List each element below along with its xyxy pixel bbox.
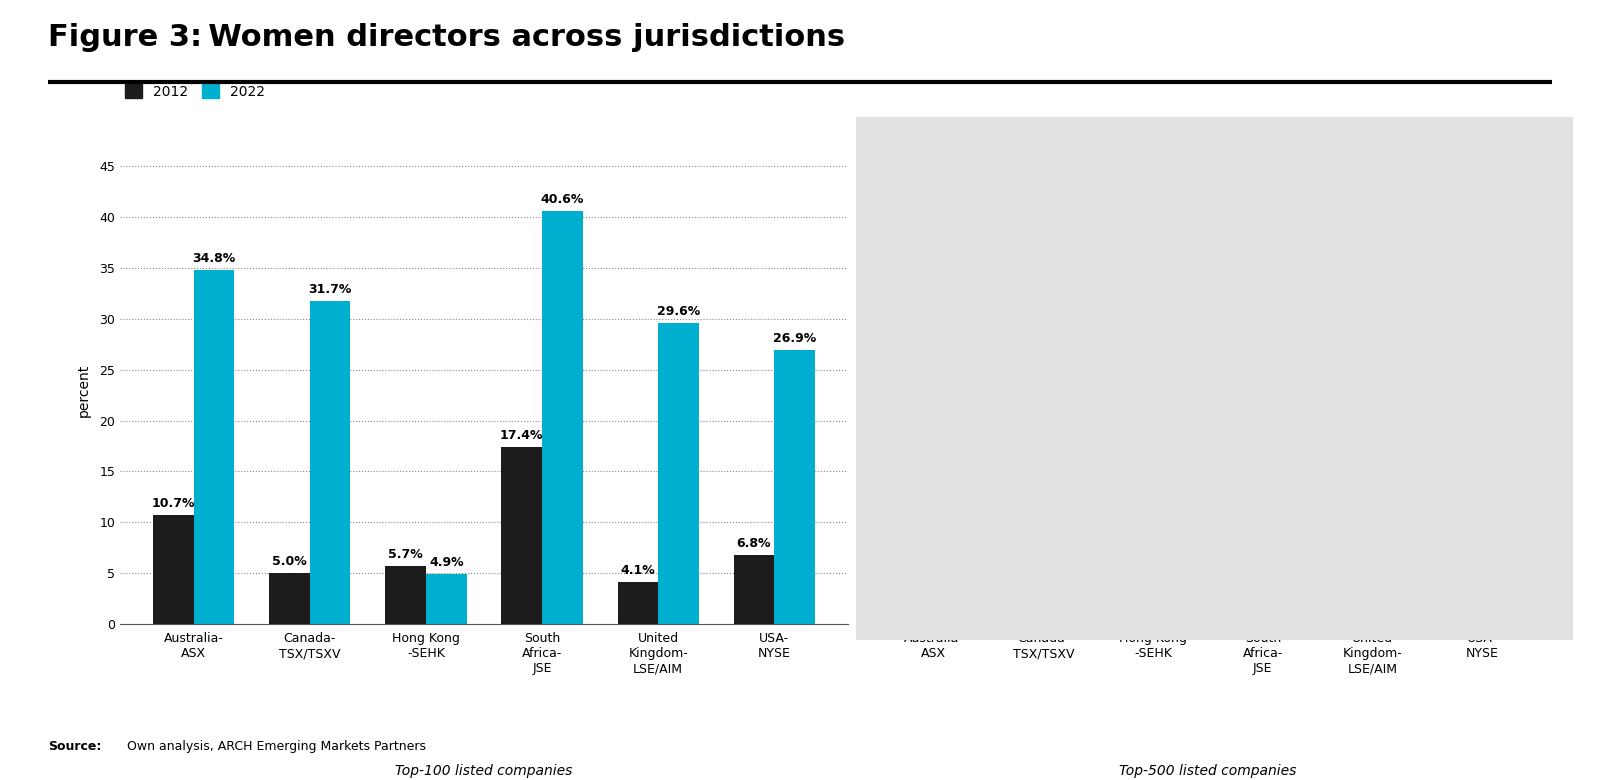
Text: 17.4%: 17.4% (499, 429, 544, 442)
Text: Figure 3: Women directors across jurisdictions: Figure 3: Women directors across jurisdi… (48, 23, 845, 52)
Text: 5.7%: 5.7% (389, 548, 422, 561)
Bar (734, 555, 774, 624)
Bar (618, 583, 658, 624)
Bar (1224, 503, 1262, 624)
Text: 32.7%: 32.7% (1261, 273, 1304, 286)
Text: 40.6%: 40.6% (541, 193, 584, 206)
Text: 34.8%: 34.8% (192, 252, 235, 265)
Text: Source:: Source: (48, 739, 101, 753)
Bar (1443, 534, 1482, 624)
Text: Top-100 listed companies: Top-100 listed companies (395, 764, 573, 778)
Text: 9.4%: 9.4% (1117, 510, 1152, 523)
Text: 31.7%: 31.7% (309, 283, 352, 296)
Text: 4.1%: 4.1% (621, 564, 656, 577)
Text: 6.8%: 6.8% (736, 537, 771, 550)
Bar (1482, 393, 1520, 624)
Text: 24.2%: 24.2% (1370, 360, 1413, 373)
Bar (310, 302, 350, 624)
Bar (269, 573, 310, 624)
Bar (542, 211, 582, 624)
Bar (1373, 378, 1411, 624)
Bar (1334, 546, 1373, 624)
Text: 22.9%: 22.9% (1042, 373, 1085, 386)
Text: 5.7%: 5.7% (1155, 548, 1190, 561)
Bar (1115, 528, 1154, 624)
Bar (658, 323, 699, 624)
Bar (1262, 291, 1301, 624)
Bar (426, 574, 467, 624)
Text: Own analysis, ARCH Emerging Markets Partners: Own analysis, ARCH Emerging Markets Part… (123, 739, 426, 753)
Bar (896, 588, 934, 624)
Text: 8.8%: 8.8% (1446, 516, 1480, 530)
Text: 21.2%: 21.2% (931, 390, 974, 403)
Bar (1154, 566, 1192, 624)
Bar (386, 566, 426, 624)
Y-axis label: percent: percent (77, 363, 91, 417)
Text: 5.0%: 5.0% (272, 555, 307, 568)
Text: 26.9%: 26.9% (773, 332, 816, 346)
Bar (934, 408, 973, 624)
Bar (1005, 594, 1043, 624)
Text: 3.0%: 3.0% (1006, 576, 1042, 588)
Bar (1043, 391, 1082, 624)
Text: 11.9%: 11.9% (1222, 485, 1266, 498)
Text: 22.7%: 22.7% (1480, 375, 1523, 388)
Text: 4.9%: 4.9% (429, 556, 464, 569)
Bar (154, 515, 194, 624)
Bar (774, 350, 814, 624)
Bar (194, 270, 234, 624)
Text: 10.7%: 10.7% (152, 497, 195, 510)
Text: Top-500 listed companies: Top-500 listed companies (1120, 764, 1296, 778)
Text: 3.5%: 3.5% (898, 570, 931, 583)
Text: 29.6%: 29.6% (658, 305, 701, 317)
Legend: 2012, 2022: 2012, 2022 (120, 79, 270, 105)
Text: 7.7%: 7.7% (1336, 527, 1371, 541)
Bar (501, 447, 542, 624)
